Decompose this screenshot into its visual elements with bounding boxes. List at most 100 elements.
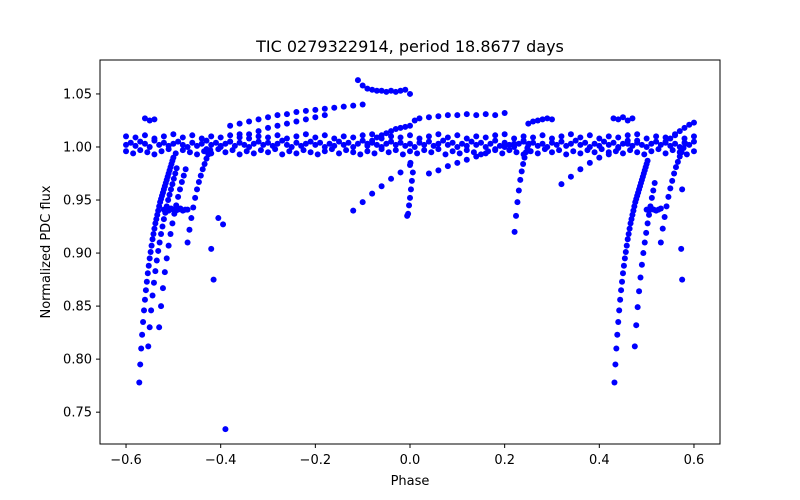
data-point	[255, 133, 262, 140]
data-point	[399, 151, 406, 158]
data-point	[158, 303, 165, 310]
data-point	[159, 223, 166, 230]
data-point	[314, 151, 321, 158]
data-point	[586, 159, 593, 166]
data-point	[444, 141, 451, 148]
data-point	[520, 133, 527, 140]
data-point	[518, 168, 525, 175]
data-point	[638, 261, 645, 268]
data-point	[655, 146, 662, 153]
data-point	[137, 147, 144, 154]
data-point	[144, 270, 151, 277]
data-point	[194, 186, 201, 193]
data-point	[449, 148, 456, 155]
data-point	[463, 111, 470, 118]
data-point	[662, 138, 669, 145]
data-point	[496, 142, 503, 149]
data-point	[283, 120, 290, 127]
data-point	[163, 255, 170, 262]
data-point	[444, 134, 451, 141]
data-point	[383, 130, 390, 137]
data-point	[411, 117, 418, 124]
data-point	[274, 112, 281, 119]
data-point	[210, 276, 217, 283]
data-point	[392, 147, 399, 154]
data-point	[272, 146, 279, 153]
data-point	[265, 139, 272, 146]
data-point	[312, 134, 319, 141]
data-point	[139, 331, 146, 338]
data-point	[145, 343, 152, 350]
data-point	[530, 134, 537, 141]
data-point	[359, 132, 366, 139]
data-point	[141, 140, 148, 147]
data-point	[667, 185, 674, 192]
data-point	[511, 135, 518, 142]
data-point	[378, 183, 385, 190]
data-point	[402, 123, 409, 130]
data-point	[167, 230, 174, 237]
data-point	[463, 135, 470, 142]
data-point	[511, 140, 518, 147]
data-point	[613, 345, 620, 352]
data-point	[582, 139, 589, 146]
data-point	[179, 141, 186, 148]
data-point	[468, 138, 475, 145]
data-point	[548, 116, 555, 123]
data-point	[586, 132, 593, 139]
data-point	[147, 249, 154, 255]
data-point	[411, 143, 418, 150]
data-point	[180, 172, 187, 179]
x-axis-label: Phase	[391, 474, 430, 489]
data-point	[634, 149, 641, 156]
data-point	[634, 131, 641, 138]
data-point	[409, 169, 416, 176]
y-axis: 0.75 0.80 0.85 0.90 0.95 1.00 1.05	[63, 87, 100, 421]
data-point	[302, 107, 309, 114]
data-point	[160, 139, 167, 146]
data-point	[530, 118, 537, 125]
data-point	[682, 140, 689, 147]
data-point	[203, 146, 210, 153]
data-point	[601, 138, 608, 145]
data-point	[482, 111, 489, 118]
data-point	[286, 148, 293, 155]
data-point	[459, 140, 466, 147]
data-point	[640, 250, 647, 257]
data-point	[141, 296, 148, 303]
data-point	[482, 134, 489, 141]
data-point	[521, 154, 528, 161]
data-point	[638, 141, 645, 148]
data-point	[265, 149, 272, 156]
data-point	[127, 139, 134, 146]
data-point	[440, 137, 447, 144]
data-point	[350, 207, 357, 214]
data-point	[359, 101, 366, 108]
data-point	[672, 164, 679, 171]
data-point	[454, 112, 461, 119]
data-point	[222, 149, 229, 156]
data-point	[617, 296, 624, 303]
data-point	[293, 118, 300, 125]
data-point	[558, 181, 565, 188]
x-tick-label: −0.2	[300, 453, 332, 468]
data-point	[625, 230, 632, 237]
data-point	[577, 150, 584, 157]
data-point	[137, 138, 144, 145]
data-point	[614, 331, 621, 338]
data-point	[188, 215, 195, 222]
data-point	[492, 147, 499, 154]
data-point	[150, 230, 157, 237]
data-point	[198, 135, 205, 142]
data-point	[473, 141, 480, 148]
data-point	[659, 225, 666, 232]
data-point	[623, 242, 630, 249]
data-point	[605, 133, 612, 140]
data-point	[643, 229, 650, 236]
data-point	[246, 135, 253, 142]
data-point	[321, 112, 328, 119]
data-point	[194, 142, 201, 149]
data-point	[227, 132, 234, 139]
data-point	[454, 143, 461, 150]
data-point	[534, 142, 541, 149]
